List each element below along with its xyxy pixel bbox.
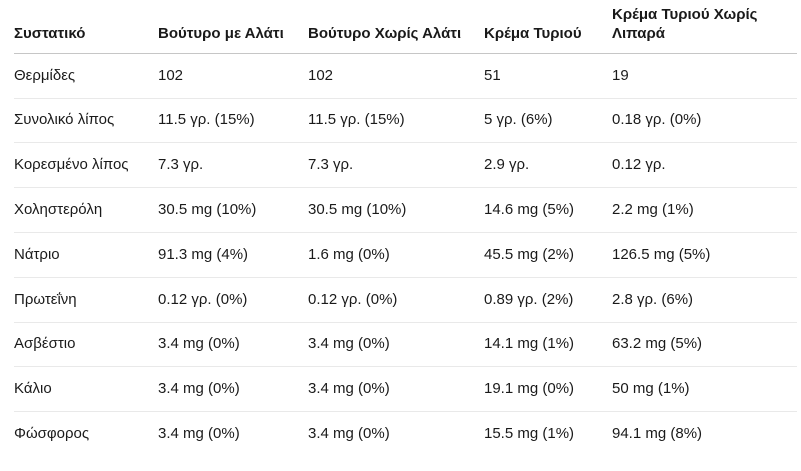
value-cell: 19.1 mg (0%) (484, 366, 612, 413)
table-row: Χοληστερόλη 30.5 mg (10%) 30.5 mg (10%) 14.… (14, 187, 797, 233)
value-cell: 3.4 mg (0%) (158, 425, 240, 443)
value-cell: 3.4 mg (0%) (308, 425, 390, 443)
value-cell: 0.12 γρ. (612, 142, 797, 189)
value-cell: 0.89 γρ. (2%) (484, 277, 612, 323)
value-cell: 2.9 γρ. (484, 142, 612, 189)
table-row: Φώσφορος 3.4 mg (0%) 3.4 mg (0%) 15.5 mg (1… (14, 412, 797, 456)
value-cell: 19 (612, 53, 797, 99)
value-cell: 102 (308, 53, 484, 99)
product-column-header: Κρέμα Τυριού (484, 0, 612, 54)
product-column-header: Κρέμα Τυριού Χωρίς Λιπαρά (612, 0, 797, 54)
value-cell: 0.12 γρ. (0%) (308, 277, 484, 323)
value-cell: 5 γρ. (6%) (484, 98, 612, 144)
row-label: Συνολικό λίπος (14, 98, 158, 144)
value-cell: 11.5 γρ. (15%) (308, 98, 484, 144)
value-cell: 11.5 γρ. (15%) (158, 98, 308, 144)
value-cell: 14.6 mg (5%) (484, 187, 612, 233)
table-row: Συνολικό λίπος 11.5 γρ. (15%) 11.5 γρ. (15… (14, 98, 797, 144)
value-cell: 102 (158, 53, 308, 99)
row-label: Ασβέστιο (14, 322, 158, 368)
value-cell: 50 mg (1%) (612, 366, 797, 413)
value-cell: 3.4 mg (0%) (308, 366, 484, 413)
table-row: Πρωτεΐνη 0.12 γρ. (0%) 0.12 γρ. (0%) 0.89 γ… (14, 277, 797, 323)
value-cell: 126.5 mg (5%) (612, 232, 797, 278)
row-label: Κάλιο (14, 366, 158, 413)
value-cell: 91.3 mg (4%) (158, 232, 308, 278)
table-row: Θερμίδες 102 102 51 19 (14, 53, 797, 99)
table-row: Κορεσμένο λίπος 7.3 γρ. 7.3 γρ. 2.9 γρ. 0.12… (14, 142, 797, 189)
value-cell: 51 (484, 53, 612, 99)
value-cell: 94.1 mg (8%) (612, 425, 703, 443)
value-cell: 63.2 mg (5%) (612, 322, 797, 368)
value-cell: 30.5 mg (10%) (158, 187, 308, 233)
value-cell: 7.3 γρ. (158, 142, 308, 189)
nutrition-table: Συστατικό Βούτυρο με Αλάτι Βούτυρο Χωρίς Α… (14, 0, 797, 456)
value-cell: 14.1 mg (1%) (484, 322, 612, 368)
product-column-header: Βούτυρο με Αλάτι (158, 0, 308, 54)
value-cell: 7.3 γρ. (308, 142, 484, 189)
value-cell: 2.2 mg (1%) (612, 187, 797, 233)
value-cell: 30.5 mg (10%) (308, 187, 484, 233)
value-cell: 15.5 mg (1%) (484, 425, 575, 443)
row-label: Φώσφορος (14, 425, 90, 443)
table-row: Κάλιο 3.4 mg (0%) 3.4 mg (0%) 19.1 mg (0%) 5… (14, 366, 797, 413)
value-cell: 1.6 mg (0%) (308, 232, 484, 278)
value-cell: 3.4 mg (0%) (158, 322, 308, 368)
value-cell: 3.4 mg (0%) (158, 366, 308, 413)
row-label: Πρωτεΐνη (14, 277, 158, 323)
nutrition-table-container: Συστατικό Βούτυρο με Αλάτι Βούτυρο Χωρίς Α… (14, 0, 797, 456)
table-row: Νάτριο 91.3 mg (4%) 1.6 mg (0%) 45.5 mg (2%… (14, 232, 797, 278)
table-header-row: Συστατικό Βούτυρο με Αλάτι Βούτυρο Χωρίς Α… (14, 0, 797, 54)
value-cell: 0.12 γρ. (0%) (158, 277, 308, 323)
value-cell: 2.8 γρ. (6%) (612, 277, 797, 323)
value-cell: 0.18 γρ. (0%) (612, 98, 797, 144)
row-label: Θερμίδες (14, 53, 158, 99)
row-label: Κορεσμένο λίπος (14, 142, 158, 189)
row-label: Νάτριο (14, 232, 158, 278)
row-label: Χοληστερόλη (14, 187, 158, 233)
value-cell: 3.4 mg (0%) (308, 322, 484, 368)
product-column-header: Βούτυρο Χωρίς Αλάτι (308, 0, 484, 54)
ingredient-column-header: Συστατικό (14, 0, 158, 54)
value-cell: 45.5 mg (2%) (484, 232, 612, 278)
table-row: Ασβέστιο 3.4 mg (0%) 3.4 mg (0%) 14.1 mg (1… (14, 322, 797, 368)
